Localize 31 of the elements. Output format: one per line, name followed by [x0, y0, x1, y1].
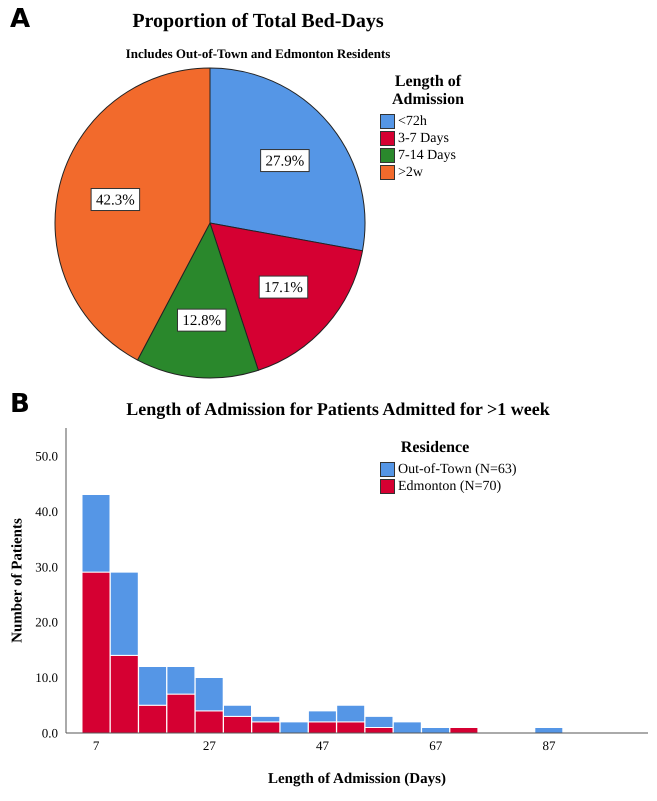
x-tick-label: 7	[92, 738, 100, 754]
bar	[534, 726, 564, 733]
x-tick-label: 27	[202, 738, 216, 754]
text: A	[10, 4, 30, 34]
x-tick-label: 67	[429, 738, 443, 754]
legend-label: Out-of-Town (N=63)	[398, 461, 517, 478]
y-tick-label: 30.0	[35, 559, 58, 574]
data-label: 27.9%	[266, 154, 304, 170]
legend-label: >2w	[398, 164, 424, 181]
legend-title: Length of Admission	[390, 73, 466, 109]
y-axis-title: Number of Patients	[9, 518, 26, 643]
data-label: 42.3%	[96, 192, 135, 209]
chart-title: Length of Admission for Patients Admitted for >1 week	[125, 399, 551, 420]
legend-label: <72h	[398, 113, 427, 130]
data-label: 12.8%	[182, 313, 222, 330]
y-tick-label: 40.0	[35, 504, 58, 519]
legend-label: 3-7 Days	[398, 130, 449, 147]
y-tick-label: 10.0	[35, 670, 58, 686]
x-tick-label: 87	[542, 738, 556, 754]
data-label: 17.1%	[264, 280, 303, 296]
y-tick-label: 50.0	[35, 448, 58, 464]
y-tick-label: 0.0	[42, 726, 58, 741]
legend-label: Edmonton (N=70)	[398, 478, 502, 495]
chart-title: Proportion of Total Bed-Days	[132, 10, 384, 32]
legend-label: 7-14 Days	[398, 147, 456, 164]
text: B	[10, 389, 30, 419]
y-tick-label: 20.0	[35, 614, 58, 630]
x-tick-label: 47	[316, 738, 330, 754]
chart-subtitle: Includes Out-of-Town and Edmonton Residents	[124, 46, 392, 62]
legend-title: Residence	[400, 439, 470, 457]
x-axis-title: Length of Admission (Days)	[268, 771, 446, 787]
